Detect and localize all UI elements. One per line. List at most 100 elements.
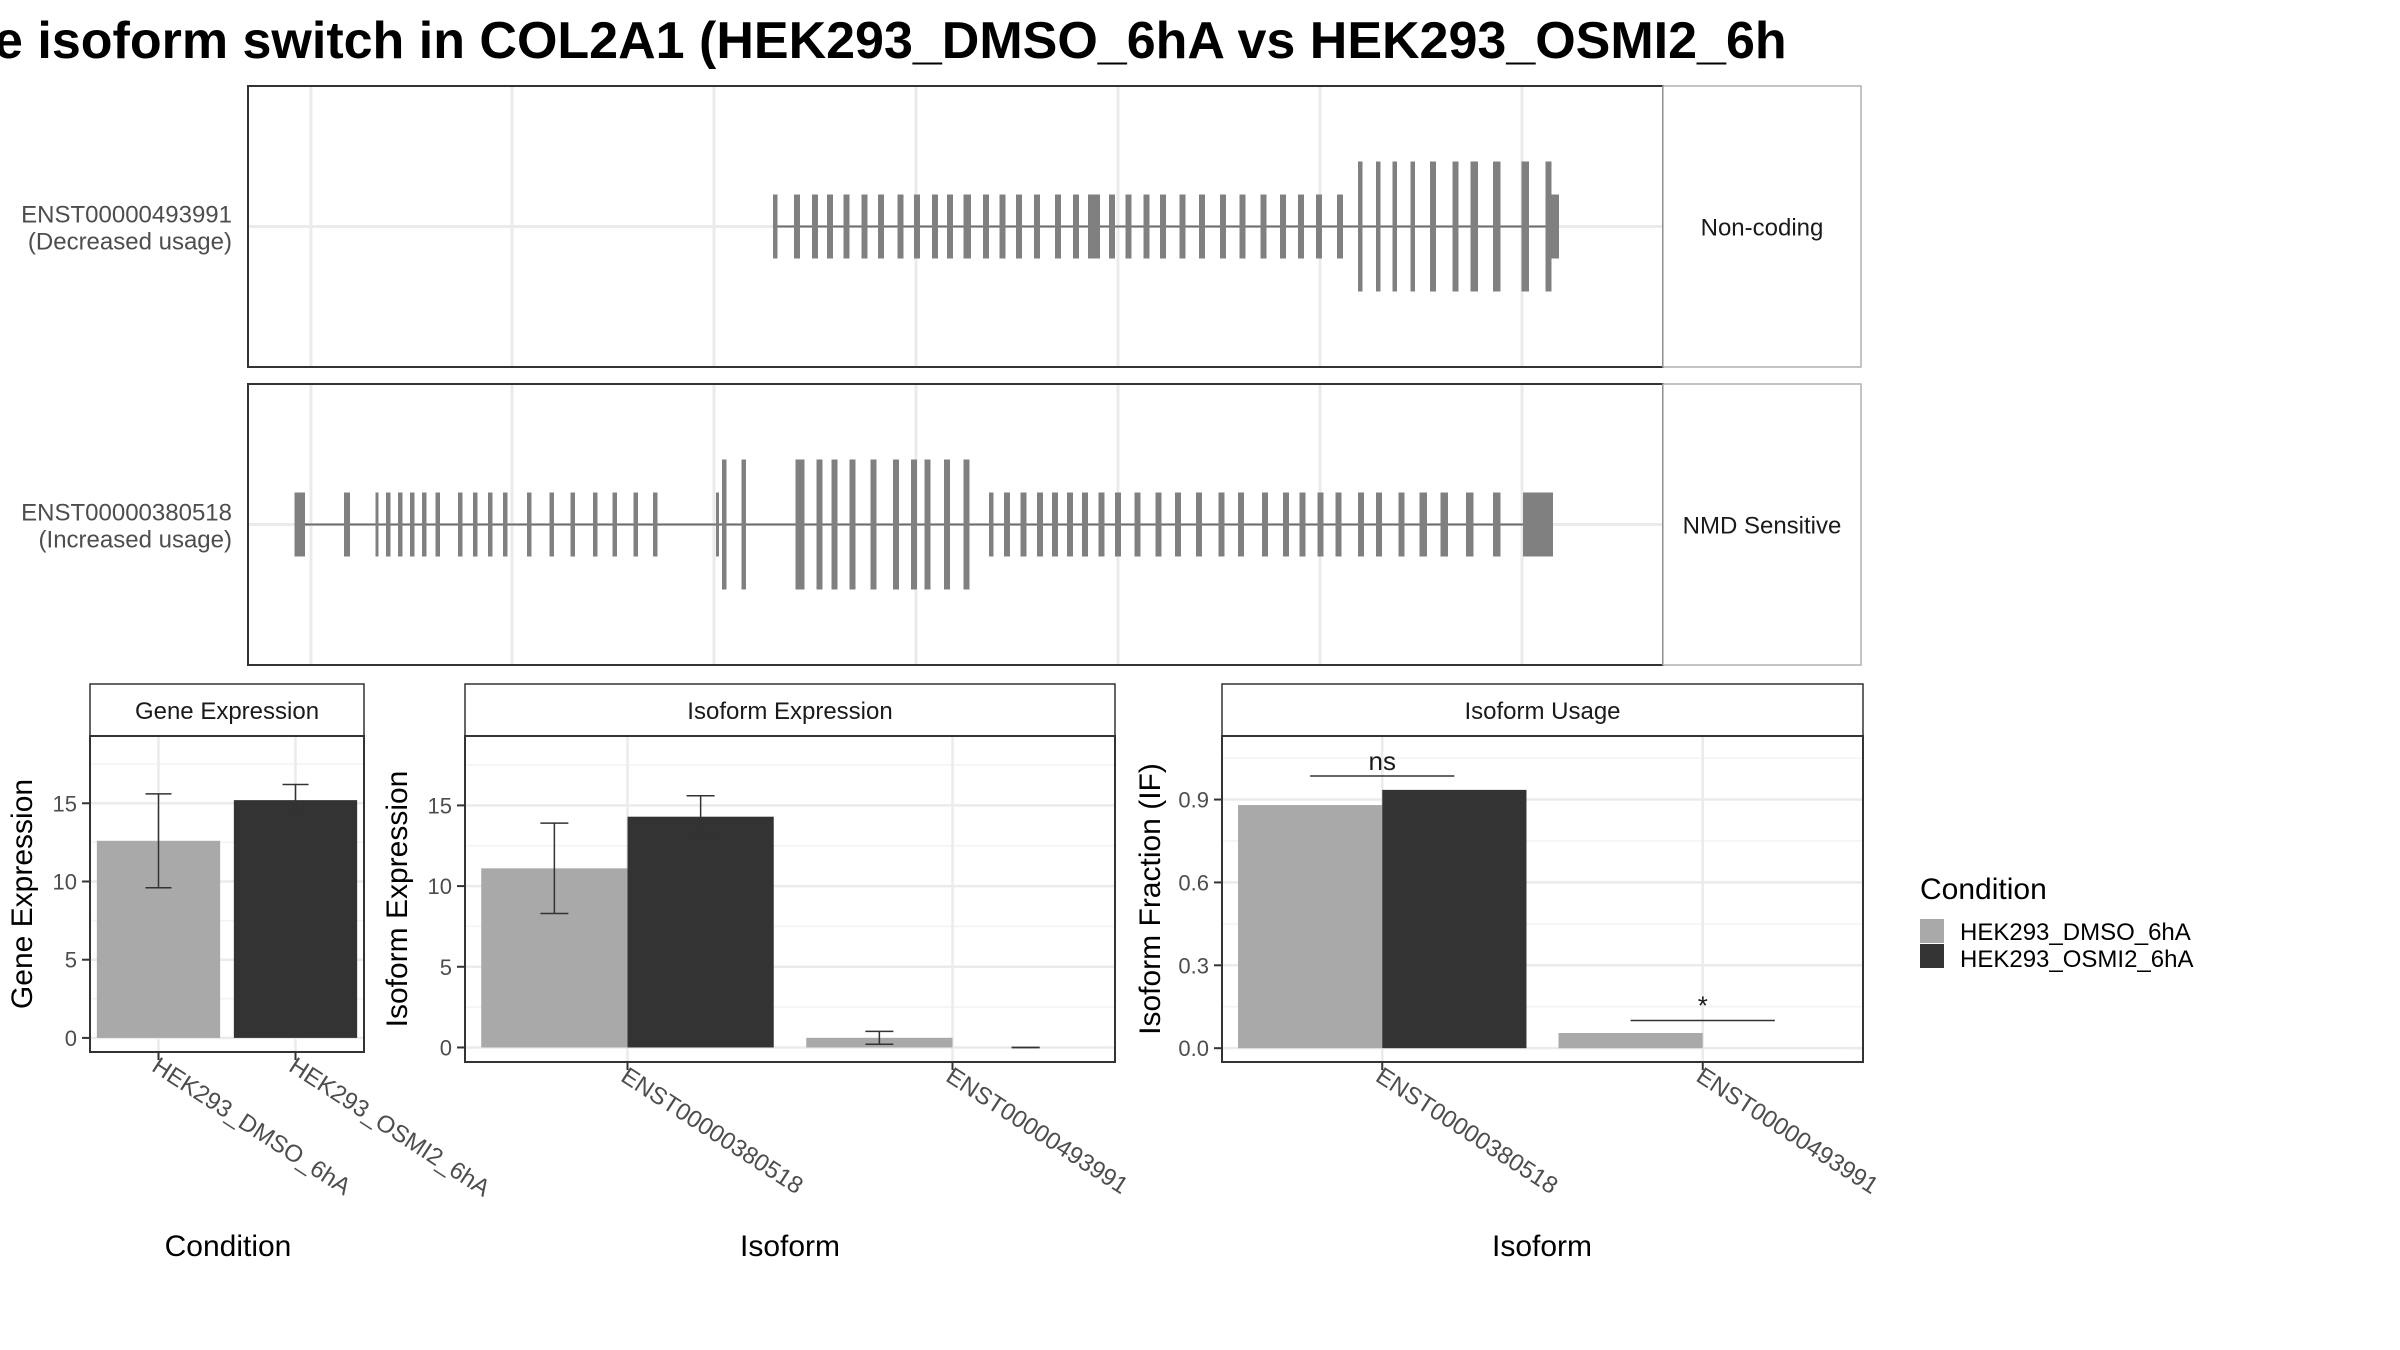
x-tick-label: ENST00000380518	[1371, 1062, 1563, 1199]
exon	[527, 492, 532, 557]
exon	[503, 492, 508, 557]
exon	[1470, 161, 1478, 292]
exon	[1020, 492, 1027, 557]
exon	[870, 459, 877, 590]
transcript-usage-label: (Decreased usage)	[28, 229, 232, 256]
bar	[1382, 789, 1527, 1049]
exon	[932, 194, 938, 259]
x-tick-label: ENST00000493991	[1691, 1062, 1883, 1199]
legend-label-dmso: HEK293_DMSO_6hA	[1960, 919, 2191, 946]
exon	[612, 492, 617, 557]
transcript-strip	[1662, 383, 1862, 666]
y-axis-title: Isoform Fraction (IF)	[1134, 763, 1167, 1035]
exon	[1419, 492, 1427, 557]
exon	[1376, 161, 1381, 292]
exon	[1440, 492, 1448, 557]
bar	[1238, 805, 1383, 1049]
exon	[1034, 194, 1040, 259]
exon	[1376, 492, 1382, 557]
exon	[741, 459, 746, 590]
exon	[963, 459, 970, 590]
exon	[1037, 492, 1043, 557]
exon	[1082, 492, 1088, 557]
bar	[627, 816, 774, 1048]
transcript-strip	[1662, 85, 1862, 368]
exon	[983, 194, 989, 259]
y-tick-label: 5	[65, 948, 77, 973]
panel-strip	[1221, 683, 1864, 737]
exon	[1073, 194, 1079, 259]
exon	[1262, 492, 1268, 557]
exon	[944, 459, 950, 590]
exon	[473, 492, 478, 557]
exon	[1466, 492, 1474, 557]
panel-strip-title: Gene Expression	[135, 698, 319, 725]
exon	[633, 492, 638, 557]
panel-border	[1221, 735, 1864, 1063]
exon	[1299, 492, 1306, 557]
exon	[1317, 492, 1324, 557]
exon	[794, 194, 800, 259]
transcript-id-label: ENST00000380518	[21, 500, 232, 527]
exon	[398, 492, 403, 557]
exon	[1316, 194, 1322, 259]
exon	[375, 492, 379, 557]
y-tick-label: 10	[53, 869, 77, 894]
x-axis-title: Condition	[165, 1230, 292, 1263]
exon	[1115, 492, 1121, 557]
x-tick-label: ENST00000380518	[616, 1062, 808, 1199]
exon	[1545, 161, 1552, 292]
exon	[773, 194, 778, 259]
panel-strip-title: Isoform Expression	[687, 698, 892, 725]
y-tick-label: 15	[428, 793, 452, 818]
bar	[1558, 1032, 1703, 1049]
transcript-strip-label: NMD Sensitive	[1683, 513, 1842, 540]
exon	[831, 459, 838, 590]
exon	[1088, 194, 1100, 259]
exon	[549, 492, 554, 557]
y-tick-label: 0.9	[1178, 788, 1209, 813]
exon	[1179, 194, 1186, 259]
exon	[1337, 194, 1343, 259]
legend-swatch-osmi	[1920, 944, 1944, 968]
exon	[1155, 492, 1162, 557]
x-tick-label: ENST00000493991	[941, 1062, 1133, 1199]
exon	[1143, 194, 1150, 259]
exon	[947, 194, 953, 259]
exon	[893, 459, 899, 590]
exon	[1523, 492, 1544, 557]
exon	[1175, 492, 1181, 557]
exon	[999, 194, 1006, 259]
x-axis-title: Isoform	[1492, 1230, 1592, 1263]
y-tick-label: 0	[65, 1026, 77, 1051]
isoform-expression-panel: Isoform Expression 0 5 10 15 ENST00000380518 E…	[381, 683, 1133, 1263]
exon	[1055, 194, 1061, 259]
exon	[1052, 492, 1058, 557]
exon	[1542, 492, 1553, 557]
exon	[435, 492, 440, 557]
isoform-usage-panel: Isoform Usage ns * 0.0 0.3 0.6 0.9 ENST00000380…	[1134, 683, 1883, 1263]
exon	[1067, 492, 1073, 557]
exon	[653, 492, 658, 557]
panel-strip	[89, 683, 365, 737]
significance-label: *	[1698, 991, 1708, 1021]
exon	[716, 492, 719, 557]
exon	[1016, 194, 1022, 259]
exon	[488, 492, 493, 557]
exon	[1493, 161, 1501, 292]
exon	[1239, 194, 1246, 259]
exon	[294, 492, 305, 557]
gene-expression-panel: Gene Expression051015HEK293_DMSO_6hAHEK2…	[6, 683, 495, 1263]
exon	[593, 492, 598, 557]
legend: Condition HEK293_DMSO_6hA HEK293_OSMI2_6…	[1920, 873, 2193, 973]
exon	[1392, 161, 1397, 292]
y-axis-title: Isoform Expression	[381, 771, 414, 1028]
exon	[963, 194, 971, 259]
exon	[897, 194, 904, 259]
exon	[861, 194, 868, 259]
y-axis-title: Gene Expression	[6, 779, 39, 1009]
y-tick-label: 5	[440, 955, 452, 980]
bar	[233, 800, 358, 1038]
figure-title: e isoform switch in COL2A1 (HEK293_DMSO_…	[0, 12, 1787, 70]
exon	[1398, 492, 1405, 557]
